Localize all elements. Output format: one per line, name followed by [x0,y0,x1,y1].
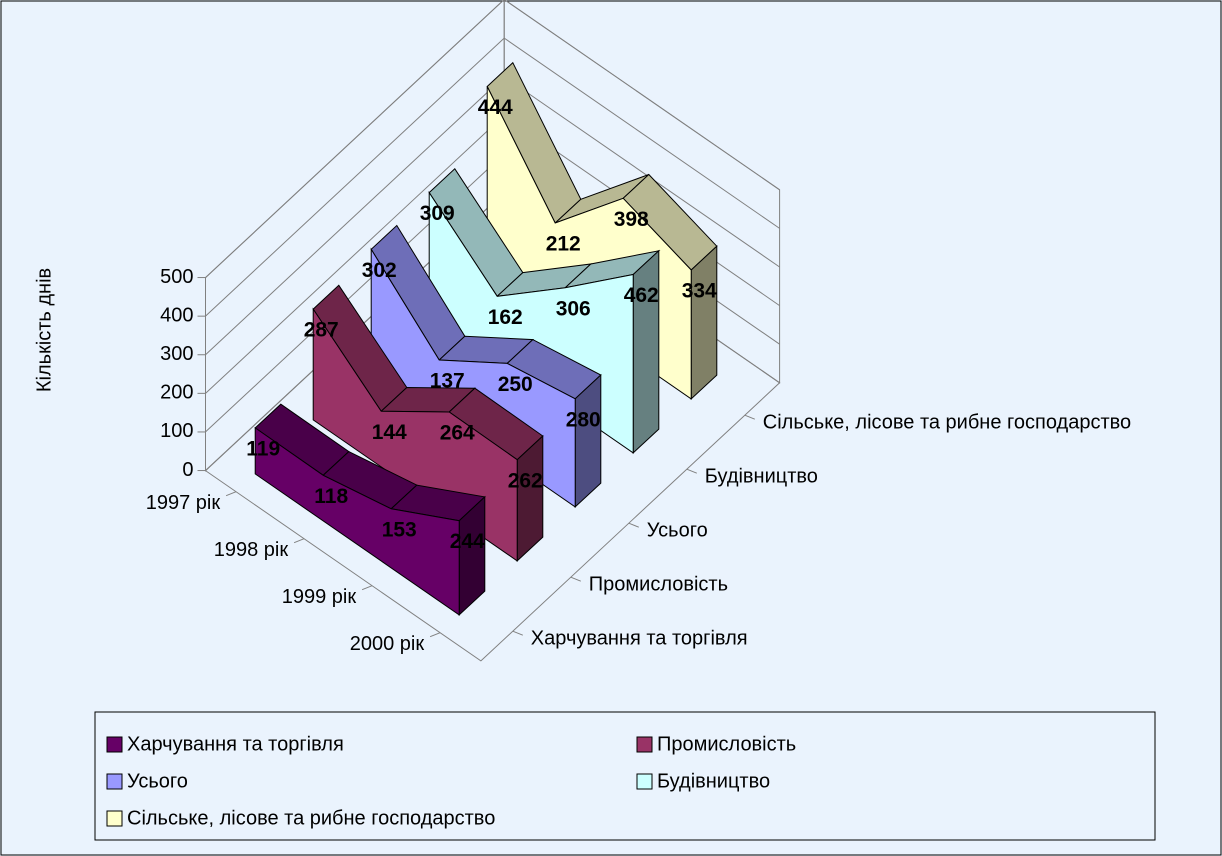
grid-line [205,0,780,278]
value-label: 244 [450,530,485,553]
y-tick-label: 100 [160,420,193,442]
value-label: 306 [556,297,591,320]
legend-swatch [636,773,653,790]
value-label: 444 [478,96,513,119]
x-tick-label: 1999 рік [282,586,357,608]
legend-label: Харчування та торгівля [127,733,344,755]
series-axis-label: Будівництво [705,465,818,487]
legend-label: Сільське, лісове та рибне господарство [127,807,495,829]
series-tick [628,522,639,528]
y-tick-label: 400 [160,304,193,326]
value-label: 118 [314,485,348,508]
ribbon-end [632,249,660,455]
value-label: 398 [614,208,649,231]
value-label: 302 [362,259,397,282]
value-label: 280 [566,408,601,431]
legend-box [94,711,1156,841]
y-tick-label: 0 [182,459,193,481]
value-label: 137 [430,370,465,393]
series-tick [744,414,755,420]
x-tick-label: 1998 рік [214,539,289,561]
value-label: 162 [488,306,523,329]
value-label: 462 [624,284,659,307]
value-label: 119 [246,437,280,460]
y-tick-label: 500 [160,266,193,288]
value-label: 334 [682,280,717,303]
value-label: 153 [382,518,417,541]
y-tick-label: 300 [160,343,193,365]
series-axis-label: Промисловість [589,573,728,595]
legend-label: Будівництво [657,770,770,792]
legend-swatch [106,773,123,790]
series-tick [570,576,581,582]
x-tick-label: 1997 рік [146,492,221,514]
legend-label: Усього [127,770,188,792]
legend-swatch [106,736,123,753]
grid-line [205,37,780,317]
ribbon-end [690,245,718,401]
series-axis-label: Сільське, лісове та рибне господарство [763,411,1131,433]
y-axis-title: Кількість днів [33,268,55,392]
x-tick [361,585,373,591]
series-axis-label: Харчування та торгівля [531,627,748,649]
ribbon-front [254,426,460,616]
x-tick [429,632,441,638]
legend-swatch [636,736,653,753]
value-label: 144 [372,421,407,444]
legend-label: Промисловість [657,733,796,755]
value-label: 262 [508,469,543,492]
series-tick [686,468,697,474]
legend-swatch [106,810,123,827]
value-label: 287 [304,319,339,342]
value-label: 309 [420,202,455,225]
series-tick [512,630,523,636]
y-tick-label: 200 [160,382,193,404]
x-tick-label: 2000 рік [350,633,425,655]
value-label: 250 [498,373,533,396]
value-label: 264 [440,422,475,445]
x-tick [225,491,237,497]
value-label: 212 [546,233,581,256]
series-axis-label: Усього [647,519,708,541]
ribbon-end [574,373,602,509]
x-tick [293,538,305,544]
